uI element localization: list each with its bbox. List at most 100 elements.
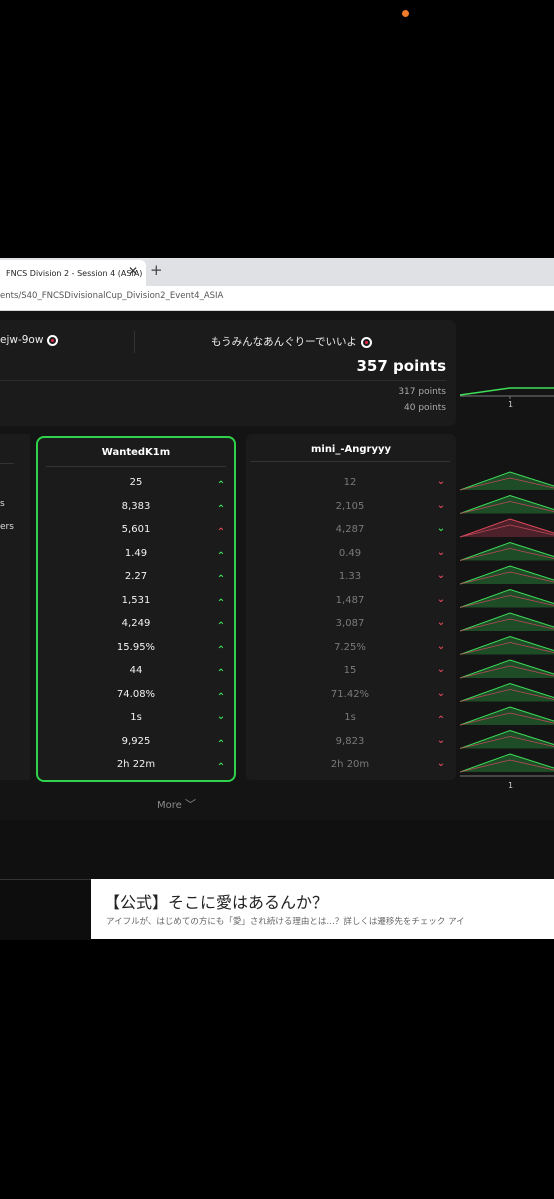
chevron-up-icon: ⌃ [216,644,226,656]
stat-value: 9,925 [121,735,151,747]
sparkline-line [460,635,554,655]
stat-value: 1,487 [335,594,365,606]
stat-label: s [0,499,5,509]
stat-value: 9,823 [335,735,365,747]
sparkline-line-secondary [460,736,554,749]
stat-value: 71.42% [330,688,370,700]
sparkline-line-secondary [460,477,554,491]
chevron-up-icon: ⌃ [436,715,446,726]
stat-value: 15.95% [116,641,156,653]
chevron-down-icon: ⌄ [436,664,446,675]
divider [0,380,446,381]
chevron-down-icon: ⌄ [436,640,446,652]
chevron-up-icon: ⌃ [216,480,226,491]
sparkline-line [460,387,554,396]
stat-value: 1s [344,712,356,723]
tab-close-icon[interactable]: ✕ [128,264,139,278]
chevron-up-icon: ⌃ [216,621,226,632]
stat-sparklines: 1 [460,471,554,790]
stat-value: 2h 20m [330,759,370,770]
stat-value: 25 [129,477,143,488]
sparkline-area [460,566,554,584]
sparkline-area [460,542,554,561]
stat-value: 1.33 [338,571,362,582]
sparkline-area [460,519,554,537]
sparkline-tick-label: 1 [508,781,513,790]
sparkline-line [460,588,554,608]
sparkline-area [460,636,554,655]
chevron-down-icon: ⌄ [436,617,446,628]
chevron-down-icon: ⌄ [436,734,446,746]
chevron-up-icon: ⌃ [216,691,226,703]
chevron-up-icon: ⌃ [216,668,226,679]
stat-value: 1s [130,712,142,723]
player-card-title: mini_-Angryyy [310,444,392,455]
divider [46,466,226,467]
chevron-down-icon: ⌄ [436,593,446,605]
sparkline-line-secondary [460,665,554,679]
sparkline-line [460,612,554,632]
sparkline-line-secondary [460,642,554,655]
sparkline-line-secondary [460,689,554,702]
stat-value: 4,249 [121,618,151,629]
stats-label-column [0,434,30,780]
sparkline-area [460,660,554,678]
chevron-up-icon: ⌃ [216,550,226,562]
stat-value: 3,087 [335,618,365,629]
sparkline-line [460,659,554,679]
sparkline-line [460,682,554,702]
player-right-name: もうみんなあんぐりーでいいよ [211,336,357,348]
address-bar[interactable] [0,286,554,311]
player-card-mini-angryyy[interactable] [246,434,456,780]
sparkline-line [460,706,554,726]
more-label: More [157,800,182,811]
more-button[interactable]: More ﹀ [157,796,196,812]
sparkline-line-secondary [460,759,554,773]
stat-value: 74.08% [116,688,156,700]
new-tab-button[interactable]: + [150,261,163,279]
chevron-down-icon: ⌄ [436,570,446,581]
chevron-down-icon: ⌄ [436,546,446,558]
chevron-up-icon: ⌃ [216,762,226,773]
player-card-title: WantedK1m [101,447,171,458]
header-separator [134,331,135,353]
player-card-wantedk1m[interactable] [36,436,236,782]
platform-icon [47,334,59,346]
sparkline-line [460,518,554,538]
stat-label: ers [0,522,14,532]
sparkline-line [460,494,554,514]
chevron-down-icon: ⌄ [436,687,446,699]
sparkline-area [460,495,554,514]
stat-value: 4,287 [335,524,365,535]
chevron-up-icon: ⌃ [216,574,226,585]
chevron-down-icon: ﹀ [184,798,196,811]
sparkline-line-secondary [460,571,554,585]
stat-value: 2.27 [124,571,148,582]
player-right[interactable]: もうみんなあんぐりーでいいよ [211,334,372,349]
address-url: ents/S40_FNCSDivisionalCup_Division2_Eve… [0,291,224,301]
divider [0,463,14,464]
platform-icon [360,336,372,348]
sparkline-line [460,541,554,561]
points-breakdown-b: 40 points [404,403,446,413]
stat-value: 44 [129,665,143,676]
sparkline-area [460,472,554,490]
browser-tab[interactable]: FNCS Division 2 - Session 4 (ASIA) [0,260,146,286]
chevron-up-icon: ⌃ [216,503,226,515]
chevron-down-icon: ⌄ [436,758,446,769]
sparkline-area [460,707,554,725]
stat-value: 5,601 [121,524,151,535]
points-breakdown-a: 317 points [398,387,446,397]
player-left[interactable]: ejw-9ow [0,334,59,346]
ad-title[interactable]: 【公式】そこに愛はあるんか？ [104,893,329,912]
total-points: 357 points [356,357,447,375]
sparkline-line-secondary [460,712,554,726]
sparkline-tick-label: 1 [508,400,513,409]
sparkline-line-secondary [460,548,554,561]
sparkline-line [460,471,554,491]
sparkline-area [460,683,554,702]
points-sparkline: 1 [460,387,554,409]
stat-value: 12 [343,477,357,488]
ad-banner[interactable] [91,879,554,939]
sparkline-line [460,565,554,585]
